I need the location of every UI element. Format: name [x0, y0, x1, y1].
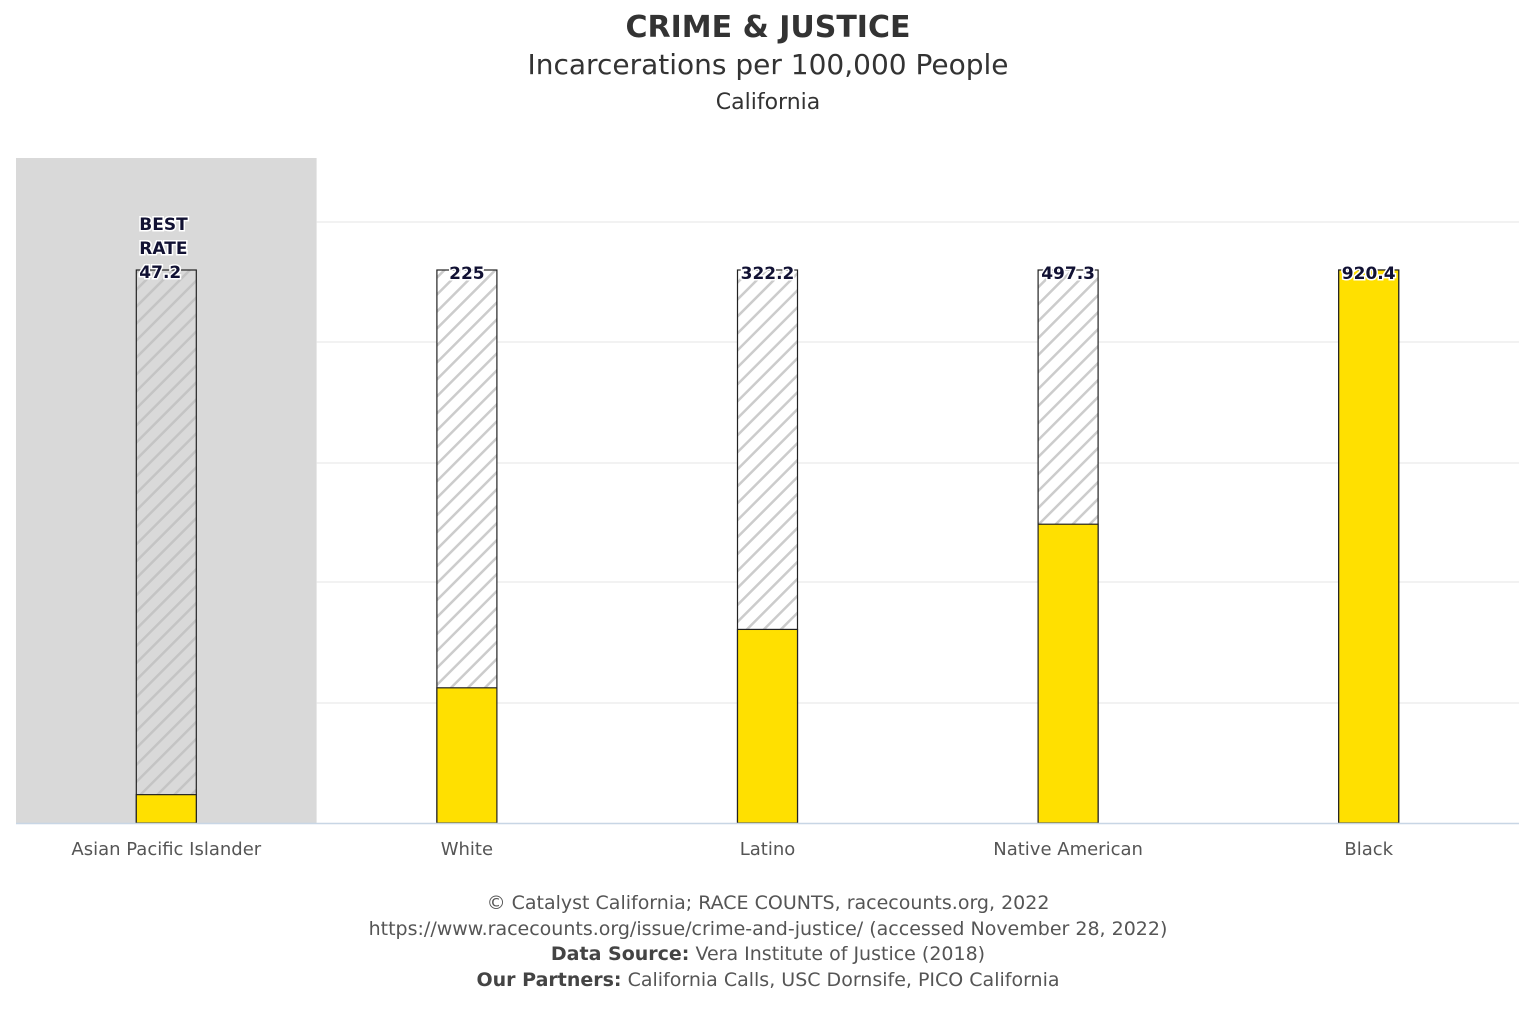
source-url-text: https://www.racecounts.org/issue/crime-a…	[368, 917, 1168, 940]
data-source-label: Data Source:	[550, 943, 690, 965]
copyright-text: © Catalyst California; RACE COUNTS, race…	[486, 892, 1050, 914]
partners-value: California Calls, USC Dornsife, PICO Cal…	[627, 968, 1060, 991]
chart-subtitle: Incarcerations per 100,000 People	[527, 48, 1009, 81]
x-tick-label: Black	[1344, 839, 1393, 860]
value-bar[interactable]	[1037, 523, 1099, 824]
data-label: 225	[449, 264, 485, 284]
value-bar[interactable]	[1338, 269, 1400, 824]
data-label-value: 47.2	[139, 263, 181, 283]
chart-title: CRIME & JUSTICE	[625, 10, 911, 45]
partners-label: Our Partners:	[476, 968, 622, 991]
value-bar[interactable]	[135, 794, 197, 824]
chart-footer: © Catalyst California; RACE COUNTS, race…	[0, 891, 1536, 993]
chart-location: California	[715, 90, 821, 115]
best-rate-label: RATE	[139, 239, 187, 259]
data-label: BEST RATE 47.2	[139, 215, 188, 283]
partners-line: Our Partners: California Calls, USC Dorn…	[0, 968, 1536, 994]
best-rate-label: BEST	[139, 215, 188, 235]
data-label: 497.3	[1041, 264, 1095, 284]
data-source-value: Vera Institute of Justice (2018)	[695, 943, 986, 965]
x-tick-label: White	[441, 839, 493, 860]
x-tick-label: Latino	[740, 839, 796, 860]
x-tick-label: Asian Pacific Islander	[71, 839, 261, 860]
x-tick-label: Native American	[993, 839, 1143, 860]
value-bar[interactable]	[736, 628, 799, 824]
data-label: 322.2	[741, 264, 795, 284]
data-source-line: Data Source: Vera Institute of Justice (…	[0, 942, 1536, 968]
data-label: 920.4	[1342, 264, 1396, 284]
reference-bar	[135, 269, 197, 824]
value-bar[interactable]	[436, 687, 498, 824]
